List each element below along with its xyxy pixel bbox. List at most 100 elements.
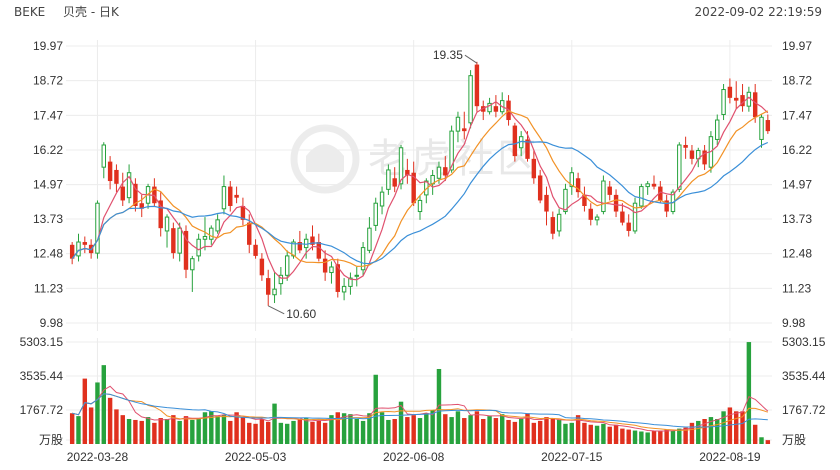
volume-bars: [69, 342, 771, 444]
candle-body-up: [367, 227, 372, 251]
price-tick-label-left: 11.23: [34, 281, 63, 295]
volume-tick-label-left: 5303.15: [20, 335, 64, 349]
volume-bar: [164, 418, 170, 444]
volume-bar: [247, 422, 252, 444]
candle-body-down: [107, 161, 113, 182]
price-tick-label-right: 17.47: [782, 108, 812, 122]
ma-line-5: [71, 96, 769, 281]
candle-body-up: [341, 285, 347, 293]
volume-tick-label-right: 万股: [782, 433, 806, 447]
candle-body-down: [512, 125, 518, 157]
volume-bar: [575, 415, 581, 444]
volume-bar: [240, 417, 246, 444]
volume-bar: [133, 419, 138, 444]
volume-bar: [689, 422, 695, 444]
date-tick-label: 2022-07-15: [541, 450, 603, 464]
candle-body-down: [550, 217, 556, 234]
volume-tick-label-left: 3535.44: [20, 369, 64, 383]
candle-body-up: [455, 116, 461, 132]
volume-bar: [651, 430, 657, 444]
candle-body-down: [537, 175, 543, 201]
volume-bar: [537, 420, 543, 444]
volume-bar: [360, 420, 366, 444]
volume-bar: [76, 416, 81, 444]
high-marker-line: [464, 54, 478, 64]
candle-body-up: [278, 274, 284, 285]
candle-body-up: [215, 219, 220, 232]
candle-body-down: [335, 264, 340, 292]
candle-body-up: [556, 213, 562, 232]
date-tick-label: 2022-08-19: [699, 450, 761, 464]
volume-average-lines: [72, 385, 769, 432]
volume-axis-labels: 5303.15 5303.15 3535.44 3535.44 1767.72 1767.…: [20, 335, 826, 447]
volume-bar: [405, 417, 410, 444]
candle-body-down: [525, 139, 530, 159]
candle-body-down: [613, 194, 619, 212]
volume-bar: [386, 419, 391, 444]
candle-body-down: [259, 258, 265, 276]
candle-body-down: [247, 222, 252, 245]
moving-average-lines: [71, 96, 769, 281]
volume-bar: [683, 427, 688, 444]
candle-body-up: [759, 116, 764, 140]
candle-body-up: [190, 258, 195, 271]
candle-body-up: [601, 180, 606, 213]
volume-bar: [708, 417, 714, 444]
candle-body-up: [101, 144, 106, 168]
candle-body-up: [209, 227, 214, 240]
volume-tick-label-right: 3535.44: [782, 369, 826, 383]
volume-bar: [727, 407, 733, 444]
candle-body-down: [392, 178, 397, 187]
volume-ma-line-20: [72, 393, 768, 428]
volume-tick-label-left: 万股: [39, 433, 63, 447]
high-marker-label: 19.35: [433, 48, 463, 62]
volume-bar: [152, 422, 157, 444]
volume-bar: [158, 418, 163, 444]
volume-bar: [493, 418, 499, 444]
price-tick-label-right: 9.98: [782, 316, 806, 330]
candle-body-down: [582, 194, 587, 206]
volume-bar: [221, 415, 227, 444]
volume-bar: [645, 432, 650, 444]
candle-body-down: [158, 200, 163, 229]
volume-bar: [563, 423, 568, 444]
candle-body-down: [740, 95, 745, 107]
volume-bar: [329, 415, 334, 444]
candle-body-down: [626, 222, 631, 231]
volume-bar: [310, 421, 315, 444]
candle-body-down: [114, 169, 119, 184]
price-tick-label-right: 16.22: [782, 143, 812, 157]
ma-line-20: [71, 140, 769, 265]
candle-body-up: [569, 172, 574, 188]
volume-bar: [601, 423, 606, 444]
candle-body-up: [436, 166, 442, 179]
volume-bar: [765, 440, 771, 444]
price-tick-label-left: 9.98: [40, 316, 64, 330]
candle-body-up: [721, 89, 726, 115]
candle-body-down: [474, 64, 480, 107]
volume-bar: [82, 378, 88, 444]
candle-body-up: [126, 172, 132, 199]
volume-bar: [746, 342, 752, 444]
volume-bar: [196, 418, 201, 444]
price-tick-label-right: 13.73: [782, 212, 812, 226]
price-tick-label-right: 18.72: [782, 74, 812, 88]
candle-body-down: [183, 230, 189, 270]
volume-bar: [303, 418, 309, 444]
volume-bar: [272, 403, 277, 444]
candle-body-up: [563, 188, 568, 213]
volume-bar: [354, 418, 359, 444]
volume-bar: [500, 414, 505, 444]
candle-body-down: [727, 86, 733, 98]
candle-body-up: [177, 227, 182, 254]
candle-body-up: [272, 288, 277, 296]
volume-bar: [69, 413, 75, 444]
candle-body-down: [139, 203, 144, 209]
volume-tick-label-right: 5303.15: [782, 335, 826, 349]
candle-body-up: [677, 144, 682, 190]
price-axis-labels: 19.97 19.97 18.72 18.72 17.47 17.47 16.22 16.22…: [33, 39, 812, 330]
volume-bar: [373, 374, 378, 444]
volume-bar: [316, 420, 322, 444]
volume-bar: [424, 413, 429, 444]
volume-bar: [449, 417, 454, 444]
